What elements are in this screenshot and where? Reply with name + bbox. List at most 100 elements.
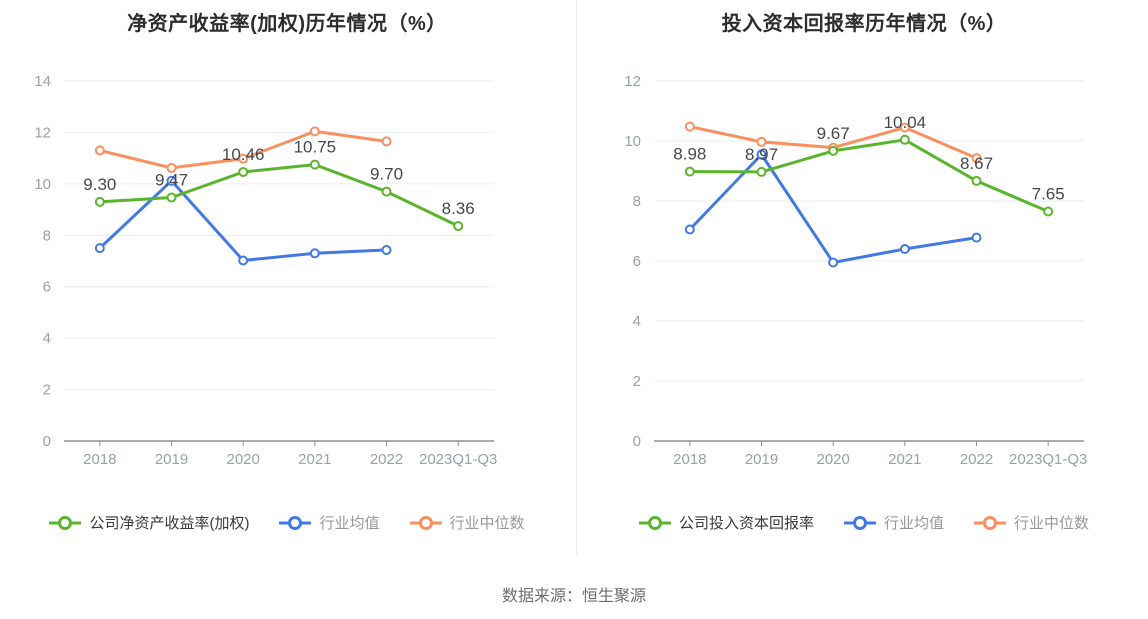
data-point-marker <box>971 232 982 243</box>
data-point-marker <box>94 145 105 156</box>
roe-chart-plot: 0 2 4 6 8 10 12 14 2018 2019 2020 2021 2022 2023Q1-Q3… <box>34 73 497 468</box>
panel-divider <box>576 0 577 555</box>
data-point-marker <box>381 244 392 255</box>
data-point-marker <box>166 162 177 173</box>
data-point-marker <box>684 166 695 177</box>
y-axis-tick-label: 10 <box>34 176 51 193</box>
x-axis-tick-label: 2018 <box>673 451 706 468</box>
data-point-marker <box>684 224 695 235</box>
y-axis-tick-label: 2 <box>43 382 51 399</box>
data-point-marker <box>238 167 249 178</box>
data-point-marker <box>756 136 767 147</box>
data-point-marker <box>381 186 392 197</box>
roic-chart-plot: 0 2 4 6 8 10 12 2018 2019 2020 2021 2022 2023Q1-Q3 8.… <box>624 73 1087 468</box>
data-point-marker <box>899 122 910 133</box>
y-axis-tick-label: 8 <box>43 227 51 244</box>
data-point-label: 7.65 <box>1032 185 1065 204</box>
series-line <box>688 138 1050 213</box>
y-axis-tick-label: 8 <box>633 193 641 210</box>
data-point-marker <box>756 149 767 160</box>
y-axis-tick-label: 6 <box>43 279 51 296</box>
x-axis-tick-label: 2021 <box>298 451 331 468</box>
legend-item-company[interactable]: 公司净资产收益率(加权) <box>49 512 249 533</box>
legend-item-industry_avg[interactable]: 行业均值 <box>843 512 944 533</box>
data-point-marker <box>166 175 177 186</box>
data-point-marker <box>453 221 464 232</box>
legend-marker-icon <box>638 515 671 530</box>
legend-item-industry_avg[interactable]: 行业均值 <box>279 512 380 533</box>
roic-chart-legend: 公司投入资本回报率 行业均值 行业中位数 <box>577 512 1148 533</box>
data-source-note: 数据来源：恒生聚源 <box>501 588 646 605</box>
legend-item-industry_median[interactable]: 行业中位数 <box>409 512 525 533</box>
data-point-label: 9.30 <box>83 175 116 194</box>
x-axis-tick-label: 2020 <box>816 451 849 468</box>
data-point-marker <box>899 244 910 254</box>
x-axis-tick-label: 2020 <box>226 451 259 468</box>
x-axis-tick-label: 2023Q1-Q3 <box>1009 451 1087 468</box>
data-point-marker <box>309 159 320 170</box>
legend-marker-icon <box>49 515 82 530</box>
x-axis-tick-label: 2021 <box>888 451 921 468</box>
data-point-marker <box>238 255 249 266</box>
x-axis-tick-label: 2019 <box>745 451 778 468</box>
roic-chart-title: 投入资本回报率历年情况（%） <box>721 13 1007 35</box>
data-point-marker <box>684 121 695 132</box>
y-axis-tick-label: 6 <box>633 253 641 270</box>
legend-label: 行业均值 <box>319 515 380 532</box>
data-point-marker <box>309 248 320 259</box>
data-point-label: 8.97 <box>745 145 778 164</box>
legend-marker-icon <box>409 515 442 530</box>
roic-chart-panel: 0 2 4 6 8 10 12 2018 2019 2020 2021 2022 2023Q1-Q3 8.… <box>577 0 1148 555</box>
y-axis-tick-label: 12 <box>34 124 51 141</box>
y-axis-tick-label: 2 <box>633 373 641 390</box>
y-axis-tick-label: 4 <box>43 330 51 347</box>
data-point-marker <box>166 192 177 203</box>
x-axis-tick-label: 2023Q1-Q3 <box>419 451 497 468</box>
legend-label: 公司净资产收益率(加权) <box>89 515 250 532</box>
legend-marker-icon <box>843 515 876 530</box>
y-axis-tick-label: 0 <box>633 433 641 450</box>
data-point-marker <box>381 136 392 147</box>
y-axis-tick-label: 0 <box>43 433 51 450</box>
legend-marker-icon <box>974 515 1006 530</box>
data-point-marker <box>756 166 767 177</box>
series-line <box>98 179 388 262</box>
data-point-marker <box>309 126 320 137</box>
y-axis-tick-label: 12 <box>624 73 641 90</box>
x-axis-tick-label: 2022 <box>960 451 993 468</box>
roe-chart-title: 净资产收益率(加权)历年情况（%） <box>127 13 447 35</box>
legend-marker-icon <box>279 515 312 530</box>
data-point-marker <box>1043 206 1054 217</box>
data-point-label: 9.67 <box>817 124 850 143</box>
data-point-label: 8.67 <box>960 154 993 173</box>
data-point-label: 8.36 <box>442 199 475 218</box>
legend-label: 公司投入资本回报率 <box>678 515 814 532</box>
x-axis-tick-label: 2018 <box>83 451 116 468</box>
roe-chart-panel: 0 2 4 6 8 10 12 14 2018 2019 2020 2021 2022 2023Q1-Q3… <box>0 0 574 555</box>
data-point-label: 10.75 <box>294 138 337 157</box>
roe-chart-legend: 公司净资产收益率(加权) 行业均值 行业中位数 <box>0 512 574 533</box>
data-point-marker <box>94 243 105 254</box>
legend-item-industry_median[interactable]: 行业中位数 <box>974 512 1089 533</box>
legend-item-company[interactable]: 公司投入资本回报率 <box>638 512 814 533</box>
data-point-marker <box>899 134 910 145</box>
data-point-label: 8.98 <box>673 145 706 164</box>
data-point-marker <box>94 196 105 207</box>
series-line <box>98 163 460 228</box>
data-point-marker <box>828 257 839 268</box>
data-point-label: 10.04 <box>884 113 927 132</box>
data-point-marker <box>971 153 982 164</box>
y-axis-tick-label: 4 <box>633 313 641 330</box>
x-axis-tick-label: 2022 <box>370 451 403 468</box>
y-axis-tick-label: 14 <box>34 73 51 90</box>
data-point-label: 10.46 <box>222 145 265 164</box>
x-axis-tick-label: 2019 <box>155 451 188 468</box>
y-axis-tick-label: 10 <box>624 133 641 150</box>
data-point-marker <box>828 145 839 156</box>
data-point-marker <box>971 175 982 186</box>
data-point-label: 9.47 <box>155 170 188 189</box>
data-point-label: 9.70 <box>370 165 403 184</box>
legend-label: 行业中位数 <box>449 515 525 532</box>
legend-label: 行业均值 <box>883 515 944 532</box>
